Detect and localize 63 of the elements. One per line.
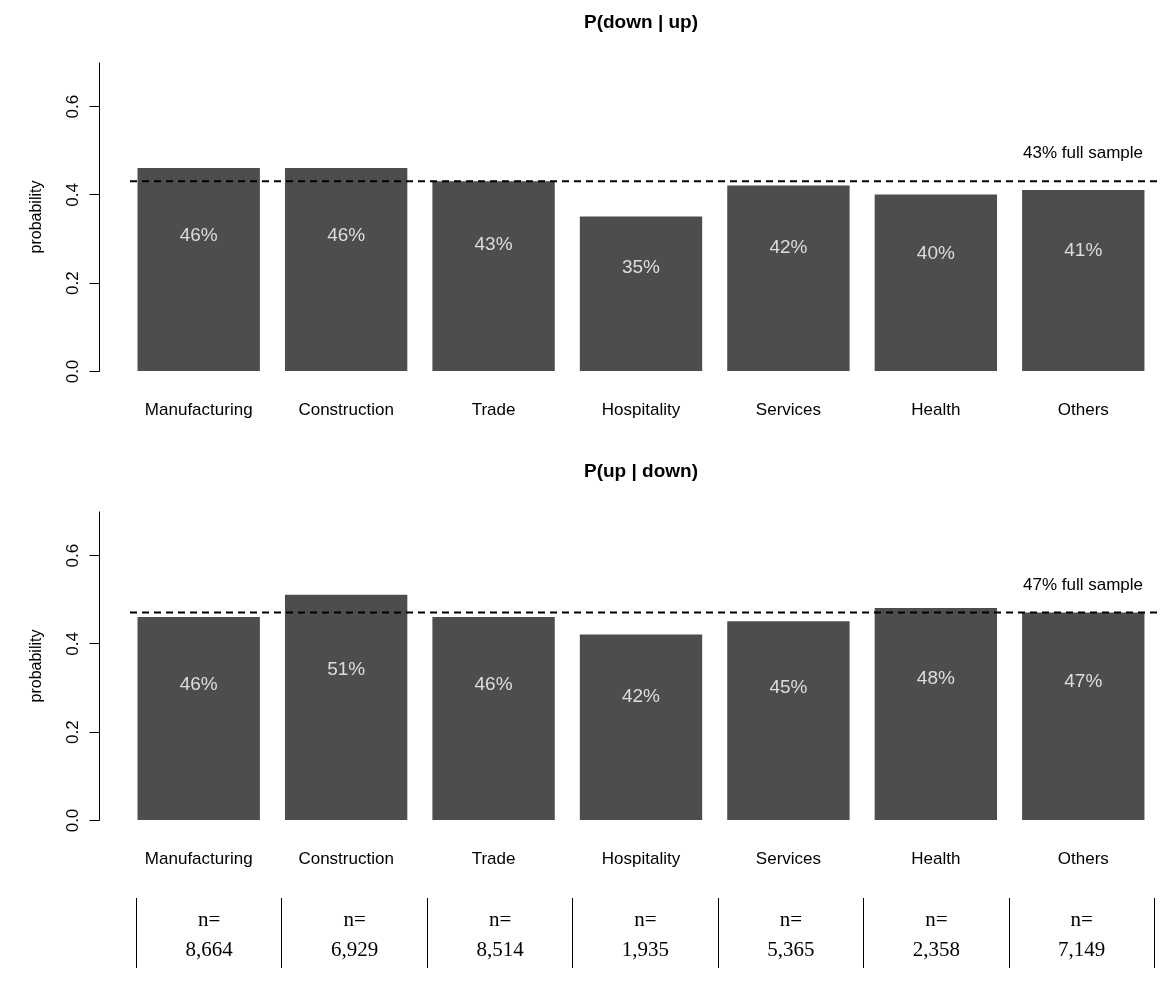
data-label: 46% [327, 223, 366, 245]
chart-title: P(down | up) [583, 11, 699, 32]
text: n= 7,149 [1008, 898, 1155, 968]
data-label: 46% [179, 672, 218, 694]
text: n= 5,365 [717, 898, 864, 968]
bar [137, 167, 260, 371]
data-label: 41% [1064, 238, 1103, 260]
x-tick-label: Hospitality [601, 399, 681, 419]
bar [727, 621, 850, 820]
ref-line-label: 43% full sample [1022, 143, 1143, 163]
bar [1022, 612, 1145, 820]
x-tick-label: Others [1057, 848, 1109, 868]
y-tick-label: 0.4 [62, 183, 82, 207]
bar [579, 634, 703, 820]
x-tick-label: Health [911, 399, 961, 419]
bar [432, 181, 555, 371]
data-label: 48% [916, 667, 955, 689]
data-label: 47% [1064, 669, 1103, 691]
data-label: 43% [474, 232, 513, 254]
x-tick-label: Services [755, 848, 822, 868]
x-tick-label: Manufacturing [144, 848, 253, 868]
data-label: 42% [769, 235, 808, 257]
bar [1022, 190, 1145, 371]
text: n= 1,935 [572, 898, 718, 968]
y-axis-title: probability [26, 629, 44, 703]
x-tick-label: Health [911, 848, 961, 868]
text: n= 8,514 [426, 898, 573, 968]
data-label: 35% [621, 256, 661, 278]
x-tick-label: Hospitality [601, 848, 681, 868]
bar [874, 194, 998, 371]
text: n= 6,929 [281, 898, 427, 968]
data-label: 42% [621, 684, 661, 706]
y-tick-label: 0.4 [62, 632, 82, 656]
y-tick-label: 0.2 [62, 271, 82, 296]
chart-title: P(up | down) [583, 460, 699, 481]
data-label: 46% [179, 223, 218, 245]
y-tick-label: 0.6 [62, 543, 82, 568]
ref-line-label: 47% full sample [1022, 574, 1143, 594]
text: n= 2,358 [863, 898, 1009, 968]
bar [579, 216, 703, 371]
x-tick-label: Manufacturing [144, 399, 253, 419]
y-axis-title: probability [26, 180, 44, 254]
x-tick-label: Construction [298, 399, 394, 419]
y-tick-label: 0.2 [62, 720, 82, 745]
data-label: 45% [769, 675, 808, 697]
bar [137, 616, 260, 820]
bar [284, 594, 408, 820]
data-label: 51% [327, 658, 366, 680]
y-tick-label: 0.0 [62, 808, 82, 833]
text: n= 8,664 [136, 898, 282, 968]
y-tick-label: 0.0 [62, 359, 82, 384]
bar [874, 608, 998, 820]
bar [727, 185, 850, 371]
data-label: 40% [916, 241, 955, 263]
x-tick-label: Services [755, 399, 822, 419]
x-tick-label: Others [1057, 399, 1109, 419]
bar [432, 616, 555, 820]
x-tick-label: Construction [298, 848, 394, 868]
data-label: 46% [474, 672, 513, 694]
y-tick-label: 0.6 [62, 94, 82, 119]
x-tick-label: Trade [471, 848, 516, 868]
x-tick-label: Trade [471, 399, 516, 419]
bar [284, 167, 408, 371]
